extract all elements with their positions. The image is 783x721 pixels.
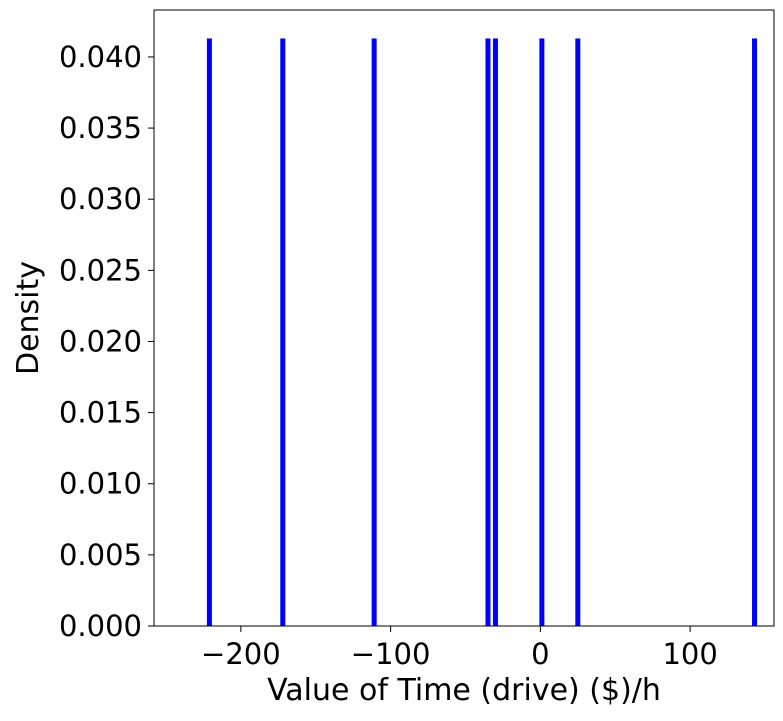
bar-5 (539, 38, 545, 627)
bar-1 (280, 38, 286, 627)
x-tick-label: −200 (201, 637, 281, 671)
y-tick-label: 0.010 (59, 467, 142, 501)
bar-6 (575, 38, 581, 627)
plot-frame (153, 9, 775, 627)
bar-3 (485, 38, 491, 627)
y-tick-label: 0.040 (59, 40, 142, 74)
x-tick-label: −100 (351, 637, 431, 671)
y-tick-label: 0.025 (59, 253, 142, 287)
y-tick-label: 0.000 (59, 609, 142, 643)
x-tick-label: 0 (531, 637, 549, 671)
bar-0 (206, 38, 212, 627)
bar-2 (371, 38, 377, 627)
bar-4 (492, 38, 498, 627)
y-axis-label: Density (11, 261, 46, 375)
y-tick-label: 0.020 (59, 324, 142, 358)
y-tick-label: 0.015 (59, 396, 142, 430)
y-tick-label: 0.005 (59, 538, 142, 572)
x-axis-ticks: −200 −100 0 100 (201, 626, 718, 671)
x-tick-label: 100 (662, 637, 717, 671)
y-tick-label: 0.030 (59, 182, 142, 216)
y-tick-label: 0.035 (59, 111, 142, 145)
bar-7 (752, 38, 758, 627)
y-axis-ticks: 0.000 0.005 0.010 0.015 0.020 0.025 0.030 0.035… (59, 40, 154, 643)
bars-group (206, 38, 758, 627)
x-axis-label: Value of Time (drive) ($)/h (267, 673, 661, 708)
